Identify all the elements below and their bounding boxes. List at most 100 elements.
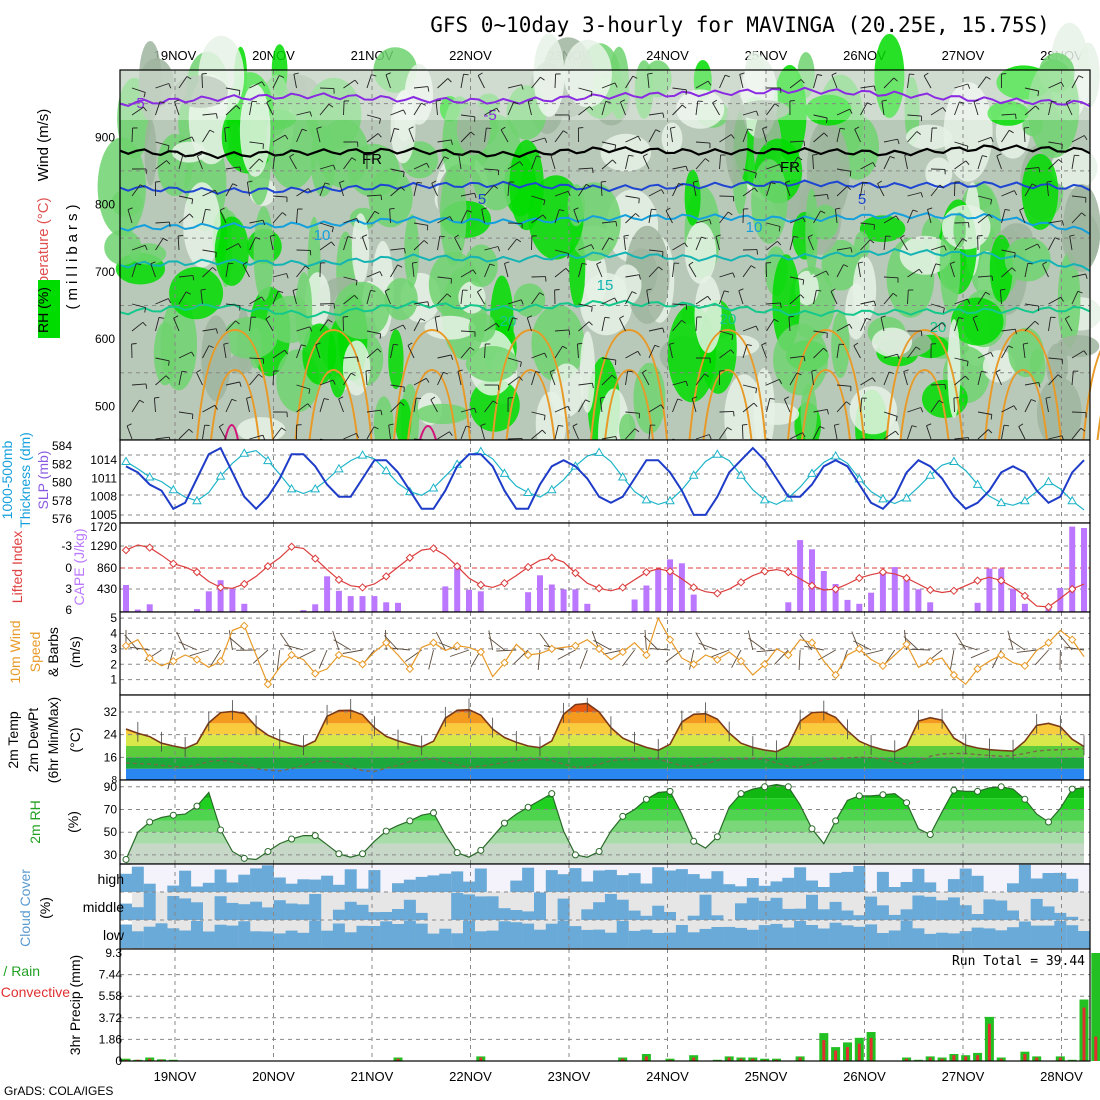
wind-barb [202,249,217,253]
wind-barb [778,379,783,385]
cloud-bar-middle [687,915,700,920]
wind-barb [672,104,683,116]
wind-barb [954,83,969,89]
cloud-row-label: high [98,871,124,887]
contour-label: 5 [478,191,486,208]
wind-barb [272,290,279,305]
wind-barb [1071,212,1082,224]
lifted-label: Lifted Index [9,531,25,603]
wind-barb [127,209,133,224]
wind-barb [848,324,853,329]
wind-barb [704,373,709,377]
wind-barb [695,632,706,651]
wind-barb [507,357,522,363]
wind-barb [692,182,697,197]
wind-barb [651,208,657,211]
cloud-bar-middle [841,910,854,920]
wind-barb [849,108,853,114]
wind-barb [390,401,401,413]
wind-barb [754,187,758,192]
cloud-bar-middle [285,903,298,920]
wind-barb [990,414,993,420]
wind-barb [648,266,659,278]
cape-bar [1021,603,1028,612]
wind-barb [930,263,937,278]
thickness-point [121,456,131,466]
cloud-bar-low [1078,931,1090,948]
wind-barb [261,296,265,302]
y-tick-label: 700 [95,265,115,279]
wind-barb [1024,263,1029,278]
wind-barb [642,156,650,170]
wind-barb [293,72,299,75]
cloud-bar-middle [534,892,546,920]
cloud-bar-high [640,883,653,892]
cape-bar [998,568,1005,612]
y-tick-label: 8 [111,775,117,786]
cloud-bar-middle [770,897,783,920]
wind-barb [897,139,900,145]
cloud-bar-low [841,925,854,948]
wind-barb [191,351,195,357]
wind-barb [1085,273,1088,279]
wind-barb [949,263,955,278]
cloud-bar-middle [711,915,724,920]
wind-barb [581,262,587,265]
wind-barb [319,103,330,116]
wind-barb [860,300,875,305]
wind-barb [638,198,640,204]
wind-barb [907,407,921,413]
wind-barb [377,348,382,353]
wind-barb [563,130,568,134]
y-tick-label: 0 [115,1054,122,1068]
chart-title: GFS 0~10day 3-hourly for MAVINGA (20.25E… [430,13,1050,37]
cloud-bar-low [888,930,901,948]
cape-bar [312,604,319,612]
wind-barb [958,643,978,651]
wind-barb [140,184,145,188]
panel-frame [119,948,1091,1062]
wind-barb [202,345,210,359]
wind-barb [860,162,874,170]
wind-barb [907,268,920,278]
wind-barb [816,289,822,292]
cape-bar [809,549,815,612]
wind-barb [496,107,500,113]
wind-barb [789,372,798,386]
wind-speed-point [523,650,533,660]
wind-barb [802,432,806,438]
wind-barb [1048,220,1063,224]
contour-label: 20 [930,319,947,336]
wind-barb [1048,237,1056,251]
cloud-bar-low [1054,920,1067,948]
wind-barb [660,404,665,409]
wind-barb [754,173,757,179]
wind-barb [272,212,283,224]
wind-barb [608,237,614,241]
wind-barb [1048,296,1062,305]
y-tick-label: 576 [52,512,72,526]
wind-barb [918,269,923,274]
cloud-bar-middle [557,898,570,920]
cloud-bar-high [332,884,345,892]
wind-barb [601,317,606,332]
wind-barb [412,261,418,264]
wind-barb [719,154,722,170]
wind-barb [1046,180,1052,183]
wind-barb [907,74,910,89]
wind-barb [1071,427,1082,440]
wind-barb [477,75,485,89]
wind-barb [813,290,817,305]
wind-barb [343,100,345,116]
wind-barb [435,315,441,318]
wind-barb [214,189,218,195]
rh-point [855,792,863,800]
wind-barb [798,649,801,671]
cloud-bar-middle [191,902,203,920]
rh-point [524,803,532,811]
wind-barb [773,318,779,322]
cape-bar [891,567,898,612]
wind-barb [507,437,523,440]
wind-barb [741,424,744,440]
